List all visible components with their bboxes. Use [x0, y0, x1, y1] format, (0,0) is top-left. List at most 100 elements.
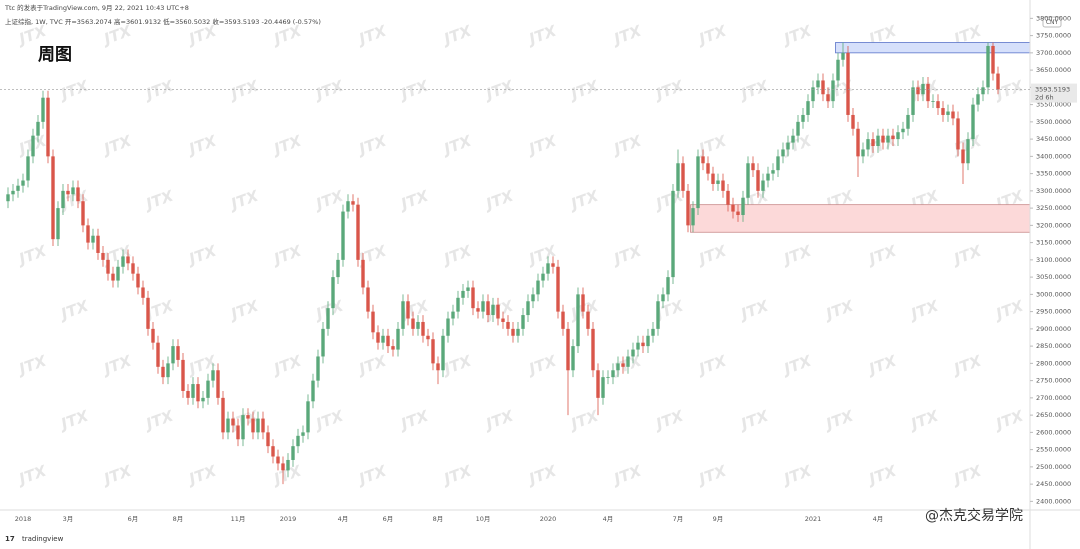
- candle-body: [916, 87, 920, 95]
- candle-body: [176, 346, 180, 360]
- candle-body: [621, 363, 625, 367]
- candle-body: [131, 263, 135, 274]
- candle-body: [471, 287, 475, 309]
- candle-body: [641, 342, 645, 347]
- watermark: JTX: [99, 461, 135, 489]
- plot: [6, 42, 1000, 485]
- candle-body: [476, 308, 480, 312]
- candle-body: [311, 380, 315, 402]
- candle-body: [886, 135, 890, 143]
- candle-body: [626, 356, 630, 367]
- candle-body: [981, 87, 985, 95]
- y-tick-label: 3100.0000: [1036, 256, 1071, 264]
- candle-body: [211, 370, 215, 381]
- zone: [690, 204, 1031, 233]
- watermark: JTX: [141, 406, 177, 434]
- candle-body: [426, 335, 430, 340]
- footer-logo: 17: [5, 535, 15, 543]
- candle-body: [871, 139, 875, 147]
- candle-body: [6, 194, 10, 202]
- candle-body: [41, 97, 45, 122]
- candle-body: [566, 328, 570, 371]
- candle-body: [606, 377, 610, 378]
- y-tick-label: 2800.0000: [1036, 359, 1071, 367]
- candle-body: [236, 425, 240, 440]
- candle-body: [851, 114, 855, 129]
- candle-body: [766, 173, 770, 181]
- watermark: JTX: [141, 76, 177, 104]
- candle-body: [531, 294, 535, 302]
- candle-body: [376, 332, 380, 343]
- candle-body: [431, 339, 435, 364]
- watermark: JTX: [14, 461, 50, 489]
- candle-body: [126, 256, 130, 264]
- candle-body: [456, 297, 460, 312]
- watermark: JTX: [439, 241, 475, 269]
- candle-body: [466, 287, 470, 291]
- x-tick-label: 9月: [713, 515, 724, 523]
- y-tick-label: 3700.0000: [1036, 49, 1071, 57]
- candle-body: [171, 346, 175, 364]
- candle-body: [796, 121, 800, 136]
- candle-body: [71, 187, 75, 195]
- candle-body: [506, 321, 510, 329]
- candle-body: [836, 59, 840, 81]
- candle-body: [381, 335, 385, 343]
- candle-body: [11, 190, 15, 195]
- candle-body: [601, 377, 605, 398]
- candle-body: [776, 156, 780, 171]
- candle-body: [121, 256, 125, 267]
- credit: @杰克交易学院: [925, 507, 1023, 524]
- candle-body: [181, 359, 185, 391]
- candle-body: [676, 163, 680, 191]
- candle-body: [876, 135, 880, 147]
- candle-body: [111, 273, 115, 281]
- candle-body: [436, 363, 440, 371]
- candle-body: [201, 397, 205, 402]
- candle-body: [806, 101, 810, 115]
- candle-body: [451, 311, 455, 319]
- candle-body: [971, 104, 975, 140]
- candle-body: [91, 235, 95, 243]
- candle-body: [326, 308, 330, 329]
- candle-body: [161, 366, 165, 378]
- candle-body: [271, 446, 275, 457]
- watermark: JTX: [991, 406, 1027, 434]
- candle-body: [136, 273, 140, 288]
- watermark: JTX: [609, 461, 645, 489]
- candle-body: [461, 290, 465, 298]
- candle-body: [691, 208, 695, 226]
- watermark: JTX: [311, 186, 347, 214]
- candle-body: [666, 277, 670, 295]
- candle-body: [576, 294, 580, 347]
- watermark: JTX: [184, 461, 220, 489]
- candle-body: [826, 94, 830, 102]
- watermark: JTX: [524, 351, 560, 379]
- x-tick-label: 4月: [873, 515, 884, 523]
- candle-body: [591, 328, 595, 371]
- watermark: JTX: [991, 296, 1027, 324]
- candle-body: [801, 114, 805, 122]
- candle-body: [686, 190, 690, 226]
- watermark: JTX: [609, 131, 645, 159]
- candle-body: [791, 135, 795, 143]
- candle-body: [891, 135, 895, 140]
- last-price-box: [1031, 83, 1077, 103]
- candle-body: [151, 328, 155, 343]
- candle-body: [831, 80, 835, 102]
- y-tick-label: 2650.0000: [1036, 411, 1071, 419]
- candle-body: [51, 156, 55, 240]
- candle-body: [106, 259, 110, 274]
- candle-body: [596, 370, 600, 398]
- candle-body: [316, 356, 320, 381]
- y-tick-label: 3050.0000: [1036, 273, 1071, 281]
- candle-body: [411, 318, 415, 329]
- candle-body: [856, 128, 860, 157]
- candle-body: [661, 294, 665, 302]
- watermark: JTX: [99, 351, 135, 379]
- y-tick-label: 3650.0000: [1036, 66, 1071, 74]
- candle-body: [751, 163, 755, 171]
- candle-body: [36, 121, 40, 136]
- watermark: JTX: [481, 186, 517, 214]
- watermark: JTX: [736, 406, 772, 434]
